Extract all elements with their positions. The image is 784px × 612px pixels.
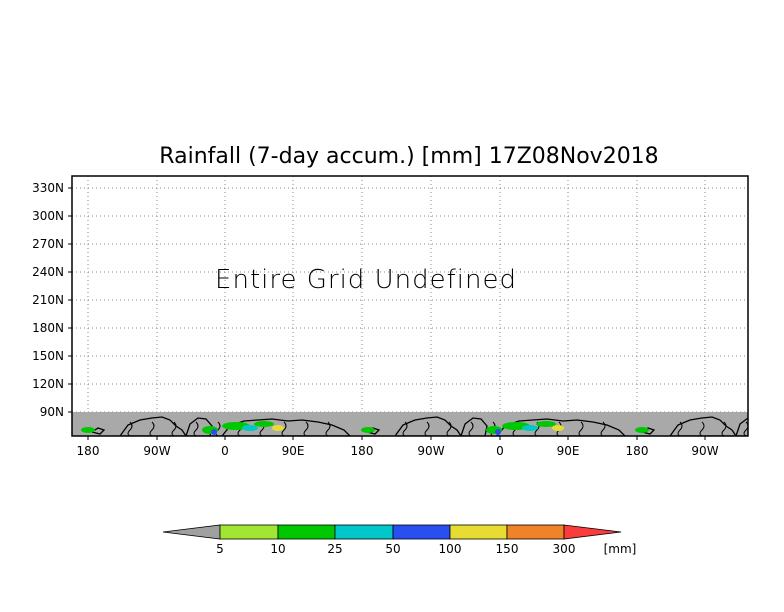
coastline-outline xyxy=(669,416,737,436)
x-tick-label: 0 xyxy=(496,444,504,458)
colorbar-segment xyxy=(334,524,394,540)
y-tick-label: 180N xyxy=(32,321,64,335)
colorbar-label: 5 xyxy=(216,542,224,556)
coastline-detail xyxy=(578,421,584,436)
coastline-outline xyxy=(772,419,784,436)
colorbar-label: 10 xyxy=(270,542,285,556)
coastline-outline xyxy=(496,418,626,436)
y-tick-label: 210N xyxy=(32,293,64,307)
rain-patch xyxy=(536,421,556,427)
coastline-detail xyxy=(325,421,331,436)
x-tick-label: 0 xyxy=(221,444,229,458)
colorbar: 5 10 25 50 100 150 300 [mm] xyxy=(162,524,637,556)
coastline-detail xyxy=(424,421,430,436)
coastline-detail xyxy=(402,421,408,436)
colorbar-label: 50 xyxy=(385,542,400,556)
rain-patch xyxy=(242,425,258,431)
coastline-outline xyxy=(119,416,187,436)
coastline-detail xyxy=(600,421,606,436)
y-axis: 330N 300N 270N 240N 210N 180N 150N 120N 90N xyxy=(32,181,72,419)
rain-patch xyxy=(211,429,217,435)
rain-patch xyxy=(495,429,501,435)
coastline-detail xyxy=(149,421,155,436)
land-band xyxy=(72,412,748,436)
coastline-detail xyxy=(303,421,309,436)
rain-patch xyxy=(361,427,375,433)
y-tick-label: 240N xyxy=(32,265,64,279)
colorbar-segment xyxy=(449,524,508,540)
rain-patch xyxy=(272,425,284,431)
colorbar-segment xyxy=(219,524,279,540)
x-tick-label: 90E xyxy=(282,444,305,458)
coastline-detail xyxy=(721,421,727,436)
rain-patch xyxy=(635,427,649,433)
triangle-above-icon xyxy=(563,524,622,540)
y-tick-label: 300N xyxy=(32,209,64,223)
x-axis: 180 90W 0 90E 180 90W 0 90E 180 90W xyxy=(77,436,719,458)
x-tick-label: 90E xyxy=(557,444,580,458)
x-tick-label: 180 xyxy=(77,444,100,458)
coastline-detail xyxy=(766,422,770,436)
coastline-detail xyxy=(699,421,705,436)
coastline-outline xyxy=(735,417,748,436)
x-tick-label: 90W xyxy=(691,444,718,458)
triangle-below-icon xyxy=(162,524,221,540)
x-tick-label: 90W xyxy=(417,444,444,458)
gridlines xyxy=(72,176,748,436)
rain-patch xyxy=(254,421,274,427)
coastline-detail xyxy=(446,421,452,436)
coastline-outline xyxy=(460,417,488,436)
x-tick-label: 180 xyxy=(351,444,374,458)
y-tick-label: 270N xyxy=(32,237,64,251)
coastline-detail xyxy=(468,421,474,436)
coastline-detail xyxy=(677,421,683,436)
colorbar-segment xyxy=(392,524,451,540)
undefined-message: Entire Grid Undefined xyxy=(215,265,517,295)
coastline-detail xyxy=(193,421,199,436)
colorbar-unit: [mm] xyxy=(604,542,637,556)
plot-border xyxy=(71,175,749,437)
colorbar-label: 25 xyxy=(327,542,342,556)
coastline-detail xyxy=(127,421,133,436)
plot-area xyxy=(72,176,748,436)
x-tick-label: 180 xyxy=(626,444,649,458)
y-tick-label: 90N xyxy=(40,405,64,419)
rain-patch xyxy=(522,425,538,431)
coastline-outline xyxy=(394,416,462,436)
coastline-outline xyxy=(221,418,351,436)
coastline-outline xyxy=(185,417,213,436)
coastlines xyxy=(90,416,784,436)
coastline-outline xyxy=(90,427,106,435)
y-tick-label: 330N xyxy=(32,181,64,195)
x-tick-label: 90W xyxy=(143,444,170,458)
map-title: Rainfall (7-day accum.) [mm] 17Z08Nov201… xyxy=(159,144,658,169)
colorbar-segment xyxy=(506,524,565,540)
rain-patches xyxy=(81,421,649,435)
coastline-detail xyxy=(171,421,177,436)
coastline-detail xyxy=(281,421,287,436)
rain-patch xyxy=(81,427,95,433)
y-tick-label: 120N xyxy=(32,377,64,391)
colorbar-label: 100 xyxy=(439,542,462,556)
colorbar-label: 300 xyxy=(553,542,576,556)
rain-patch xyxy=(552,425,564,431)
colorbar-segment xyxy=(277,524,336,540)
colorbar-label: 150 xyxy=(496,542,519,556)
y-tick-label: 150N xyxy=(32,349,64,363)
